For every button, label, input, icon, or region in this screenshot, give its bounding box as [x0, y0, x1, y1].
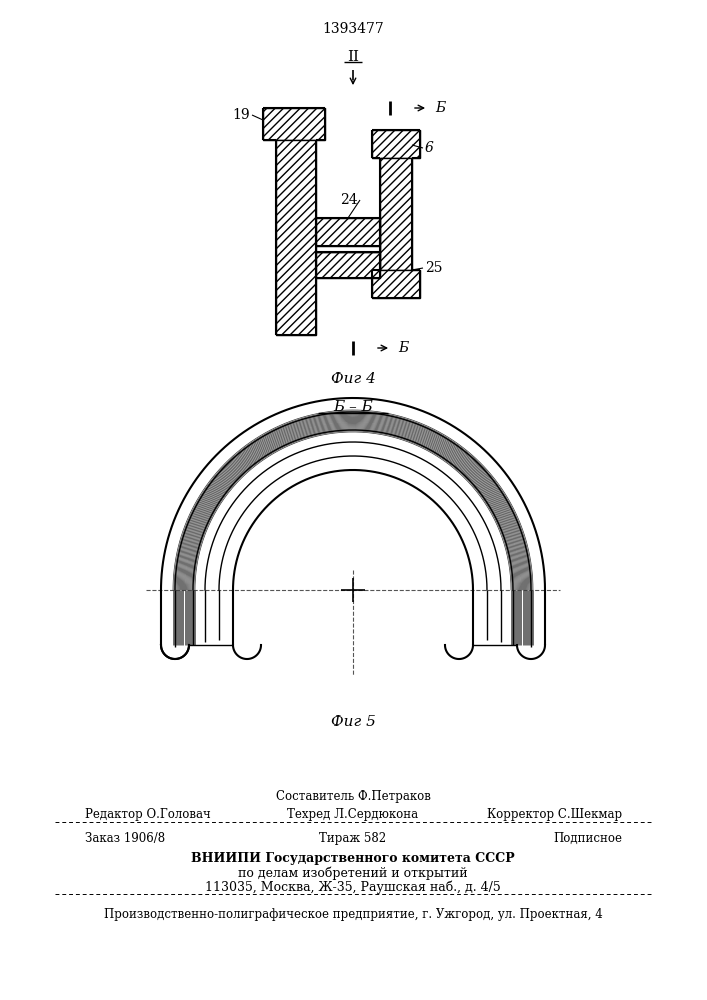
Text: 1393477: 1393477: [322, 22, 384, 36]
Text: 24: 24: [340, 193, 358, 207]
Text: 19: 19: [233, 108, 250, 122]
Text: ІІ: ІІ: [347, 50, 359, 64]
Text: Фиг 5: Фиг 5: [331, 715, 375, 729]
Text: 25: 25: [425, 261, 443, 275]
Text: по делам изобретений и открытий: по делам изобретений и открытий: [238, 866, 468, 880]
Text: Б: Б: [435, 101, 445, 115]
Bar: [316, 252, 380, 278]
Bar: [316, 246, 380, 252]
Text: Производственно-полиграфическое предприятие, г. Ужгород, ул. Проектная, 4: Производственно-полиграфическое предприя…: [104, 908, 602, 921]
Text: Корректор С.Шекмар: Корректор С.Шекмар: [487, 808, 622, 821]
Bar: [316, 218, 380, 246]
Text: Редактор О.Головач: Редактор О.Головач: [85, 808, 211, 821]
Bar: [380, 158, 412, 270]
Text: Б: Б: [398, 341, 408, 355]
Text: Составитель Ф.Петраков: Составитель Ф.Петраков: [276, 790, 431, 803]
Text: Подписное: Подписное: [553, 832, 622, 845]
Bar: [276, 140, 316, 335]
Text: Техред Л.Сердюкона: Техред Л.Сердюкона: [288, 808, 419, 821]
Text: ВНИИПИ Государственного комитета СССР: ВНИИПИ Государственного комитета СССР: [191, 852, 515, 865]
Text: Фиг 4: Фиг 4: [331, 372, 375, 386]
Text: 6: 6: [425, 141, 434, 155]
Text: Б – Б: Б – Б: [333, 400, 373, 414]
Text: 113035, Москва, Ж-35, Раушская наб., д. 4/5: 113035, Москва, Ж-35, Раушская наб., д. …: [205, 880, 501, 894]
Bar: [372, 270, 420, 298]
Bar: [372, 130, 420, 158]
Text: Тираж 582: Тираж 582: [320, 832, 387, 845]
Text: Заказ 1906/8: Заказ 1906/8: [85, 832, 165, 845]
Bar: [263, 108, 325, 140]
